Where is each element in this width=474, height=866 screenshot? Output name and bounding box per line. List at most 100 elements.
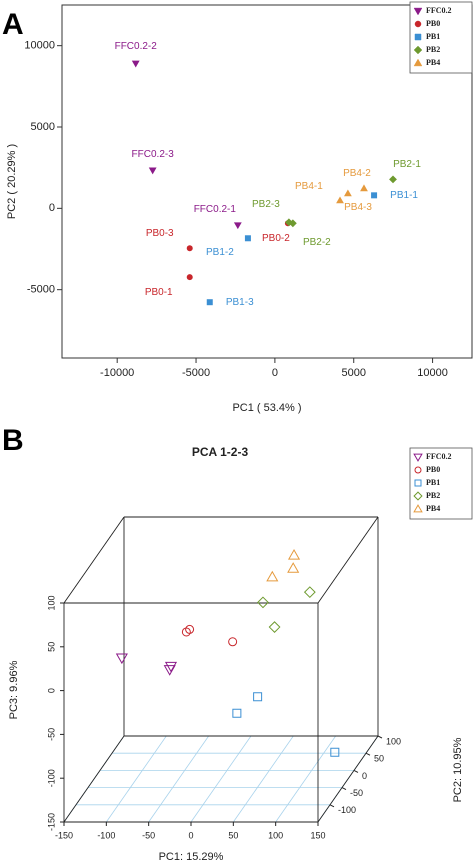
panel-label: A [2, 8, 24, 41]
point-label: PB1-1 [390, 190, 418, 201]
x-axis-label: PC1 ( 53.4% ) [232, 402, 301, 414]
legend-label: PB2 [426, 491, 440, 500]
point [257, 596, 269, 609]
z-tick-label: 0 [46, 688, 56, 693]
x-tick-label: -50 [142, 830, 155, 840]
plot-frame [61, 4, 473, 359]
point [285, 218, 293, 227]
y-tick [377, 735, 383, 739]
legend-label: PB0 [426, 19, 440, 28]
floor-grid-line [190, 735, 252, 823]
point [253, 692, 263, 702]
legend-marker [414, 33, 422, 41]
y-axis-label: PC2 ( 20.29% ) [6, 144, 18, 219]
box-edge [63, 516, 125, 604]
floor-grid-line [106, 735, 167, 823]
panel-label: B [2, 424, 24, 457]
point-label: PB2-1 [393, 159, 421, 170]
point-label: PB1-3 [226, 297, 254, 308]
legend-label: PB4 [426, 58, 440, 67]
y-tick-label: 100 [386, 736, 401, 746]
legend-label: PB0 [426, 465, 440, 474]
point [244, 235, 251, 242]
point [163, 665, 176, 676]
legend-label: FFC0.2 [426, 452, 452, 461]
x-tick-label: 150 [310, 830, 325, 840]
point-label: PB2-3 [252, 199, 280, 210]
point-label: PB4-1 [295, 181, 323, 192]
z-tick-label: -150 [46, 813, 56, 831]
y-tick [341, 787, 347, 791]
point [343, 189, 352, 197]
point-label: PB4-3 [344, 202, 372, 213]
point-label: PB0-2 [262, 233, 290, 244]
floor-grid-line [148, 735, 209, 823]
point [287, 549, 301, 560]
point [186, 245, 193, 252]
z-tick-label: -50 [46, 728, 56, 741]
chart-title: PCA 1-2-3 [192, 445, 249, 459]
y-tick-label: -50 [350, 788, 363, 798]
point [266, 570, 279, 582]
legend-label: FFC0.2 [426, 6, 452, 15]
legend-marker [413, 491, 423, 501]
point [148, 167, 157, 175]
y-tick-label: 10000 [24, 40, 55, 52]
box-edge [317, 735, 379, 823]
point [287, 562, 300, 573]
x-tick-label: -10000 [100, 367, 134, 379]
legend-label: PB4 [426, 504, 440, 513]
point [164, 661, 178, 673]
x-tick-label: 50 [228, 830, 238, 840]
legend-box [409, 447, 473, 520]
point-label: FFC0.2-1 [194, 204, 237, 215]
y-axis-label: PC2: 10.95% [452, 737, 464, 802]
point [206, 299, 213, 306]
point [186, 274, 193, 281]
point [185, 624, 195, 634]
legend-label: PB1 [426, 32, 440, 41]
floor-grid-line [275, 735, 336, 823]
point [336, 196, 344, 204]
point [115, 653, 128, 665]
point [389, 175, 397, 184]
point-label: FFC0.2-2 [115, 41, 158, 52]
x-tick-label: 100 [268, 830, 283, 840]
legend-marker [413, 7, 423, 16]
point [131, 60, 140, 68]
y-tick-label: 0 [362, 771, 367, 781]
point-label: PB1-2 [206, 247, 234, 258]
legend-marker [414, 466, 422, 474]
box-edge [63, 735, 125, 823]
point [232, 708, 242, 718]
point [228, 637, 238, 647]
y-tick-label: -100 [338, 805, 356, 815]
z-tick-label: 100 [46, 595, 56, 610]
z-tick-label: 50 [46, 642, 56, 652]
x-tick-label: 0 [188, 830, 193, 840]
y-tick-label: 5000 [31, 121, 55, 133]
x-tick-label: 10000 [417, 367, 448, 379]
point [233, 222, 242, 230]
x-axis-label: PC1: 15.29% [159, 851, 224, 863]
legend-marker [413, 58, 423, 67]
point [371, 192, 378, 199]
y-tick [329, 804, 335, 808]
point [303, 586, 316, 599]
z-axis-label: PC3: 9.96% [8, 660, 20, 719]
point [360, 184, 368, 192]
box-edge [317, 516, 379, 604]
x-tick-label: 5000 [341, 367, 365, 379]
point-label: PB0-1 [145, 287, 173, 298]
z-tick-label: -100 [46, 769, 56, 787]
point [268, 621, 281, 633]
y-tick [365, 752, 371, 756]
point [288, 219, 297, 228]
x-tick-label: 0 [272, 367, 278, 379]
x-tick-label: -100 [97, 830, 115, 840]
legend-marker [413, 45, 423, 55]
legend-marker [414, 479, 422, 487]
point-label: PB0-3 [146, 228, 174, 239]
x-tick-label: -150 [55, 830, 73, 840]
